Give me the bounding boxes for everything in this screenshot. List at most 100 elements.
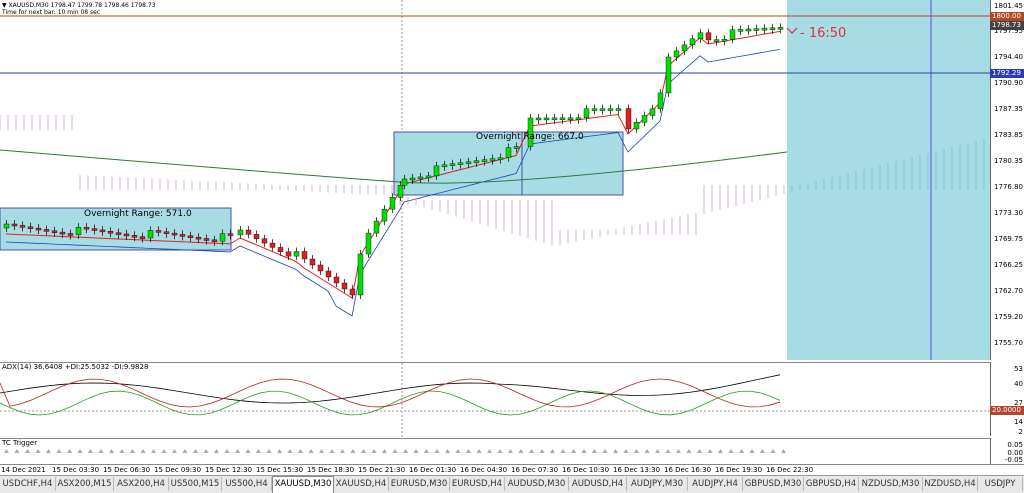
tc-arrow-icon [214, 449, 219, 453]
tc-arrow-icon [140, 449, 146, 453]
candle-body [633, 122, 640, 130]
tc-arrow-icon [560, 449, 566, 453]
time-tick: 16 Dec 07:30 [511, 466, 559, 474]
tc-arrow-icon [308, 449, 314, 453]
ma-slow-line [5, 48, 781, 317]
time-tick: 15 Dec 15:30 [256, 466, 304, 474]
adx-tick: 2 [1018, 428, 1023, 436]
candle-body [107, 231, 114, 234]
tc-arrow-icon [581, 449, 587, 453]
tab-asx200-h4[interactable]: ASX200,H4 [114, 477, 169, 491]
tc-arrow-icon [539, 449, 545, 453]
tab-gbpusd-m30[interactable]: GBPUSD,M30 [743, 477, 804, 491]
tab-asx200-m15[interactable]: ASX200,M15 [56, 477, 114, 491]
time-tick: 16 Dec 16:30 [664, 466, 712, 474]
tab-audjpy-h4[interactable]: AUDJPY,H4 [688, 477, 743, 491]
tc-arrow-icon [613, 449, 618, 453]
adx-pane[interactable]: ADX(14) 36.6408 +DI:25.5032 -DI:9.9828 [0, 362, 990, 437]
candle-body [285, 251, 292, 257]
tc-arrow-icon [245, 449, 251, 453]
ma-long-line [0, 149, 788, 184]
price-scale[interactable]: 1801.45 1797.95 1794.40 1790.90 1787.35 … [990, 0, 1024, 360]
candle-body [245, 229, 252, 235]
tab-us500-h4[interactable]: US500,H4 [222, 477, 272, 491]
candle-body [155, 230, 162, 233]
candle-body [309, 258, 316, 266]
tab-xauusd-h4[interactable]: XAUUSD,H4 [334, 477, 389, 491]
candle-body [253, 234, 260, 239]
tab-usdchf-h4[interactable]: USDCHF,H4 [0, 477, 56, 491]
adx-title: ADX(14) 36.6408 +DI:25.5032 -DI:9.9828 [2, 363, 149, 371]
tab-usdjpy[interactable]: USDJPY [978, 477, 1023, 491]
tab-xauusd-m30[interactable]: XAUUSD,M30 [272, 476, 334, 493]
candle-body [753, 28, 760, 31]
time-tick: 16 Dec 01:30 [409, 466, 457, 474]
candle-body [373, 220, 380, 234]
tab-eurusd-h4[interactable]: EURUSD,H4 [450, 477, 505, 491]
candle-body [649, 108, 656, 116]
time-tick: 15 Dec 12:30 [205, 466, 253, 474]
tab-audusd-h4[interactable]: AUDUSD,H4 [569, 477, 627, 491]
tc-arrow-icon [518, 449, 524, 453]
tab-audusd-m30[interactable]: AUDUSD,M30 [505, 477, 569, 491]
tc-arrow-icon [466, 449, 471, 453]
tab-gbpusd-h4[interactable]: GBPUSD,H4 [804, 477, 859, 491]
symbol-tab-bar: USDCHF,H4 ASX200,M15 ASX200,H4 US500,M15… [0, 475, 1024, 493]
price-tick: 1762.70 [994, 287, 1023, 295]
candle-body [713, 39, 720, 42]
tab-eurusd-m30[interactable]: EURUSD,M30 [389, 477, 450, 491]
tc-arrow-icon [697, 449, 702, 453]
time-tick: 14 Dec 2021 [1, 466, 46, 474]
time-tick: 16 Dec 13:30 [613, 466, 661, 474]
candle-body [349, 288, 356, 296]
candle-body [457, 162, 464, 165]
tc-arrow-icon [256, 449, 261, 453]
candle-body [43, 229, 50, 232]
tab-us500-m15[interactable]: US500,M15 [169, 477, 222, 491]
tc-arrow-icon [655, 449, 660, 453]
tab-audjpy-m30[interactable]: AUDJPY,M30 [627, 477, 688, 491]
main-chart-pane[interactable]: Overnight Range: 571.0 Overnight Range: … [0, 0, 990, 360]
candle-body [389, 196, 396, 210]
tc-arrow-icon [508, 449, 513, 453]
candle-body [301, 251, 308, 260]
candle-body [139, 236, 146, 239]
tc-arrow-icon [161, 449, 167, 453]
current-price-flag: 1798.73 [990, 21, 1024, 30]
tc-arrow-icon [151, 449, 156, 453]
tc-arrow-icon [403, 449, 408, 453]
candle-body [317, 264, 324, 272]
candle-body [761, 27, 768, 31]
tc-trigger-pane[interactable]: TC Trigger [0, 438, 990, 465]
candle-body [737, 29, 744, 32]
tc-arrow-icon [98, 449, 104, 453]
overnight-range-box-2[interactable] [393, 131, 624, 196]
time-tick: 16 Dec 22:30 [766, 466, 814, 474]
adx-tick: 40 [1014, 380, 1023, 388]
tc-arrow-icon [392, 449, 398, 453]
candle-body [91, 228, 98, 231]
candle-body [293, 251, 300, 257]
tc-arrow-icon [487, 449, 492, 453]
range-label-2: Overnight Range: 667.0 [476, 132, 584, 142]
candle-body [665, 56, 672, 94]
candle-body [219, 233, 226, 242]
tc-arrow-icon [25, 449, 30, 453]
tc-arrow-icon [130, 449, 135, 453]
candle-body [195, 236, 202, 240]
candle-body [115, 232, 122, 235]
candle-body [163, 231, 170, 234]
candle-body [67, 233, 74, 236]
tab-nzdusd-m30[interactable]: NZDUSD,M30 [859, 477, 923, 491]
tc-arrow-icon [707, 449, 713, 453]
candle-body [131, 235, 138, 238]
price-tick: 1801.45 [994, 2, 1023, 10]
price-chart[interactable]: Overnight Range: 571.0 Overnight Range: … [0, 0, 990, 360]
tc-arrow-icon [686, 449, 692, 453]
price-tick: 1755.70 [994, 339, 1023, 347]
tc-arrow-icon [277, 449, 282, 453]
candle-body [51, 230, 58, 233]
tab-nzdusd-h4[interactable]: NZDUSD,H4 [923, 477, 978, 491]
tc-arrow-icon [781, 449, 786, 453]
tc-arrow-icon [497, 449, 503, 453]
